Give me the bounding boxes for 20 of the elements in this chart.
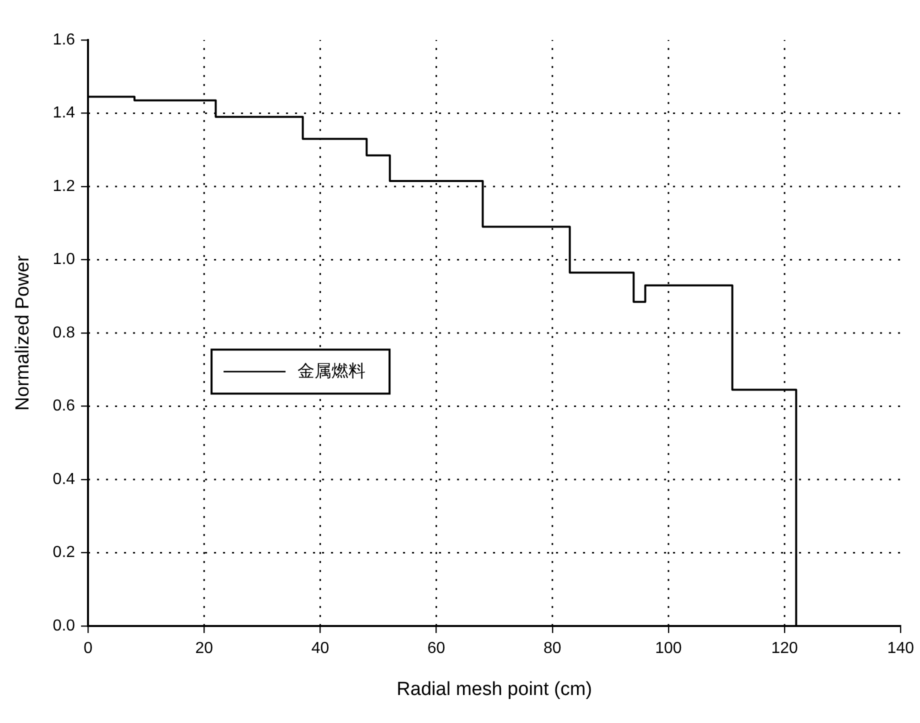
x-axis-title: Radial mesh point (cm) — [396, 678, 592, 700]
y-tick-label: 1.2 — [52, 178, 76, 195]
x-tick-label: 0 — [84, 640, 93, 658]
y-tick-label: 0.4 — [52, 470, 76, 488]
x-tick-label: 100 — [655, 640, 682, 658]
y-tick-label: 0.2 — [52, 544, 76, 562]
y-tick-label: 1.0 — [52, 251, 76, 268]
y-tick-label: 1.6 — [52, 31, 76, 48]
x-tick-label: 80 — [543, 640, 562, 658]
y-tick-label: 1.4 — [52, 104, 76, 122]
y-tick-label: 0.0 — [52, 617, 76, 634]
x-tick-label: 40 — [311, 640, 330, 658]
x-tick-label: 120 — [771, 640, 798, 658]
y-tick-label: 0.8 — [52, 324, 76, 342]
y-tick-label: 0.6 — [52, 398, 76, 415]
x-tick-label: 20 — [195, 640, 214, 658]
x-tick-label: 60 — [427, 640, 446, 658]
x-tick-label: 140 — [887, 640, 914, 658]
legend-label: 金属燃料 — [298, 361, 366, 380]
y-axis-title: Normalized Power — [12, 254, 34, 411]
